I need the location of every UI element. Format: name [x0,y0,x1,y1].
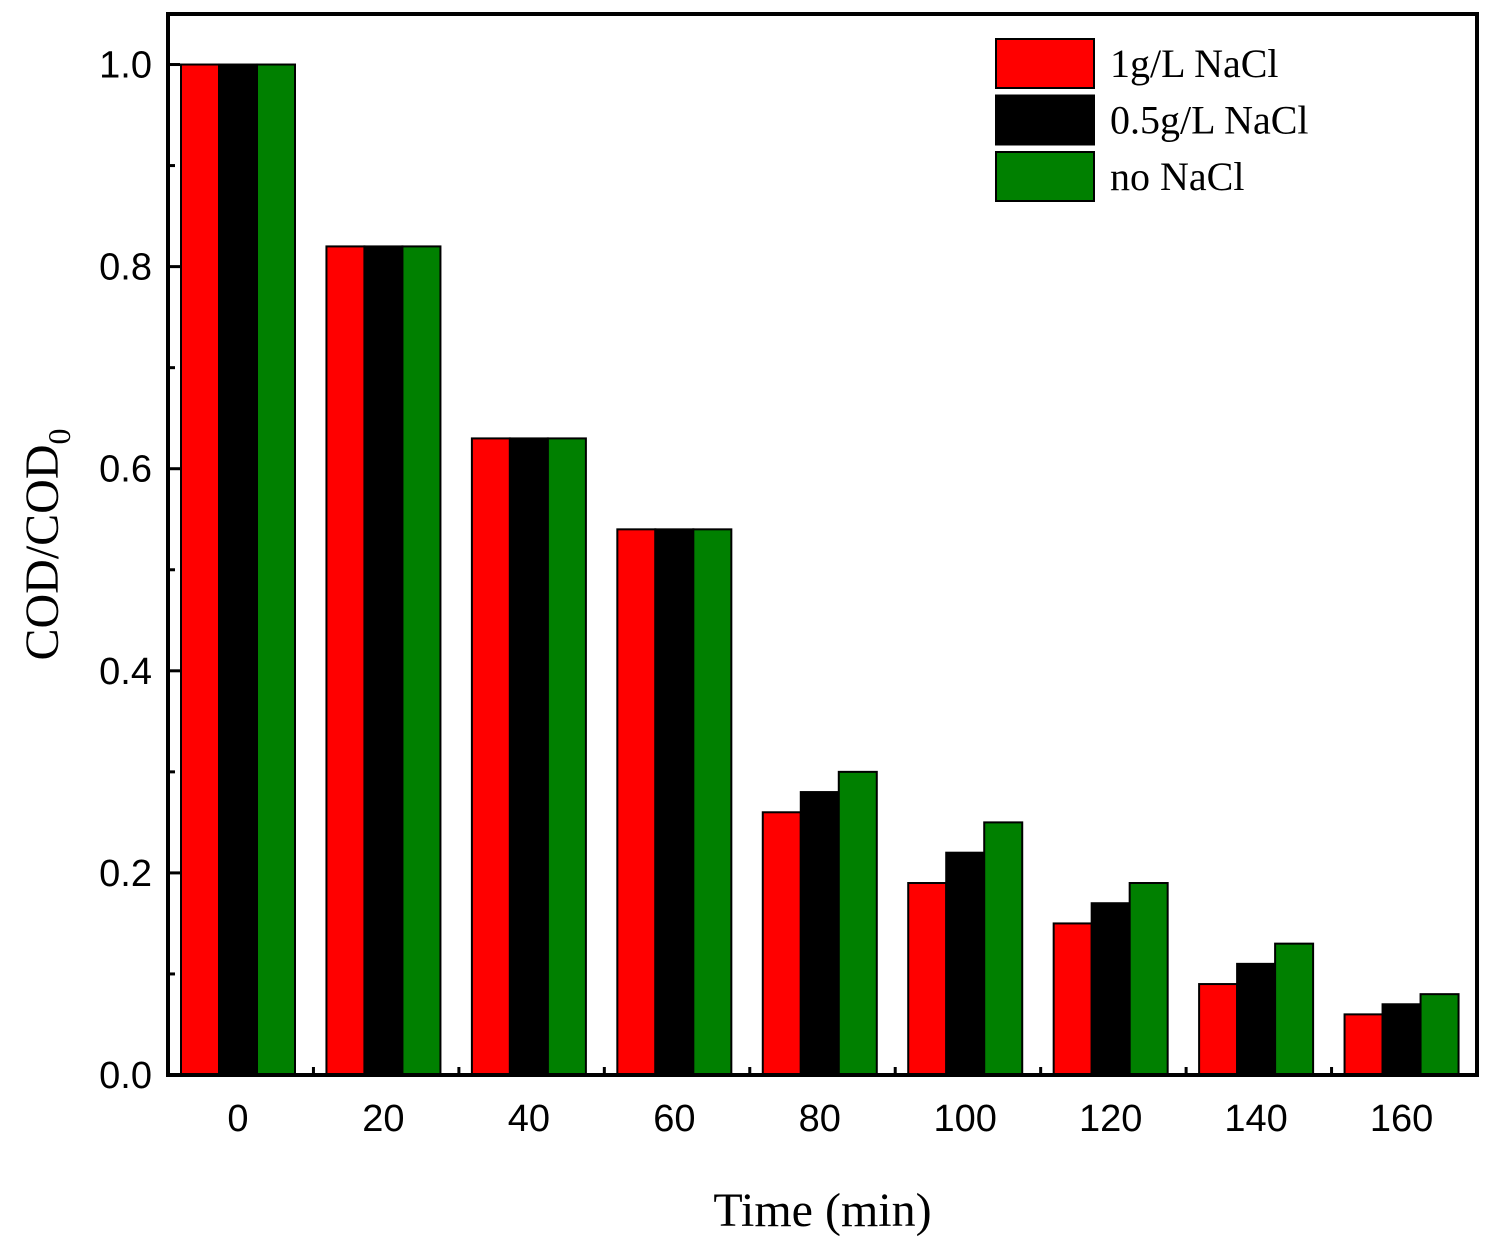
x-tick-label: 60 [653,1098,695,1140]
bar-160-series-2 [1381,1003,1422,1076]
bar-160-series-3 [1419,993,1460,1077]
x-tick-label: 100 [934,1098,997,1140]
x-axis-title: Time (min) [713,1184,931,1237]
ticks-layer [168,63,1334,1077]
y-tick-label: 0.8 [99,247,152,289]
bar-80-series-1 [761,811,802,1076]
bar-0-series-1 [180,63,220,1077]
x-tick-label: 20 [362,1098,404,1140]
x-tick-label: 120 [1079,1098,1142,1140]
tick-labels-layer: 0.0 0.2 0.4 0.6 0.8 1.0 0 20 40 60 80 100 120 140 160 [99,45,1433,1140]
bar-60-series-1 [616,528,657,1076]
y-axis-title-main: COD/COD [16,444,69,660]
y-tick-label: 0.2 [99,853,152,895]
bars-layer [180,63,1460,1077]
plot-frame [166,12,1479,1077]
bar-20-series-1 [325,245,366,1076]
bar-80-series-3 [837,770,878,1076]
bar-100-series-2 [945,851,986,1077]
x-tick-label: 160 [1370,1098,1433,1140]
bar-120-series-3 [1128,882,1169,1076]
bar-0-series-3 [256,63,296,1077]
bar-120-series-1 [1052,922,1093,1077]
bar-40-series-2 [508,437,549,1076]
x-tick-label: 0 [227,1098,248,1140]
y-axis-title: COD/COD0 [16,428,77,660]
bar-60-series-2 [654,528,695,1076]
legend: 1g/L NaCl 0.5g/L NaCl no NaCl [995,38,1309,202]
y-tick-label: 0.4 [99,651,152,693]
y-axis-title-subscript: 0 [41,428,77,444]
bar-140-series-2 [1236,962,1277,1076]
bar-140-series-3 [1274,942,1315,1077]
y-tick-label: 1.0 [99,45,152,87]
bar-20-series-3 [401,245,442,1076]
bar-40-series-3 [546,437,587,1076]
legend-label-1: 1g/L NaCl [1110,41,1279,86]
bar-160-series-1 [1343,1013,1384,1076]
bar-80-series-2 [799,791,840,1076]
bar-0-series-2 [218,63,258,1077]
bar-120-series-2 [1090,902,1131,1076]
bar-40-series-1 [470,437,511,1076]
bar-100-series-1 [907,882,948,1076]
bar-140-series-1 [1198,983,1239,1076]
legend-label-2: 0.5g/L NaCl [1110,98,1309,143]
legend-swatch-2 [995,94,1095,146]
legend-swatch-1 [995,38,1095,89]
bar-20-series-2 [363,245,404,1076]
bar-100-series-3 [983,821,1024,1077]
x-tick-label: 80 [799,1098,841,1140]
legend-label-3: no NaCl [1110,154,1244,199]
y-tick-label: 0.6 [99,449,152,491]
x-tick-label: 140 [1224,1098,1287,1140]
x-tick-label: 40 [508,1098,550,1140]
legend-swatch-3 [995,151,1095,202]
y-tick-label: 0.0 [99,1055,152,1097]
bar-60-series-3 [692,528,733,1076]
